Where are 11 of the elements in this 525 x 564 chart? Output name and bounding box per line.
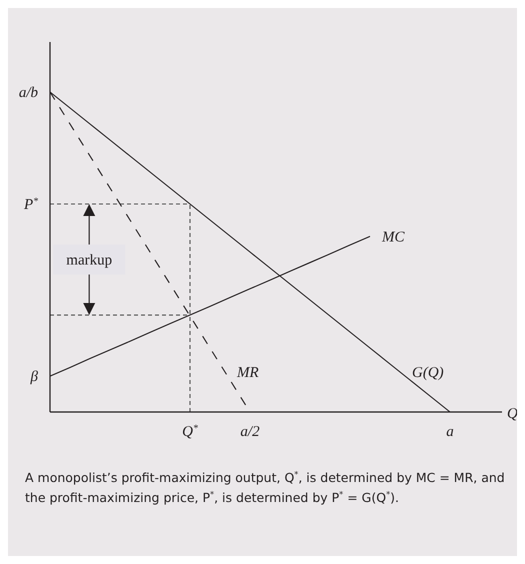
text: a/b	[18, 85, 38, 101]
x-tick-label: Q$^{*}$	[182, 422, 198, 440]
text: A monopolist’s profit-maximizing output, Q$^{*}$, is determined by MC = MR, and the profit-maximizing price, P$^{*}$, is determined by P$^{*}$ = G(Q$^{*}$).	[25, 469, 505, 505]
series-label: MR	[236, 365, 259, 381]
text: β	[30, 369, 39, 386]
series-label: MC	[381, 229, 406, 246]
x-tick-label: a/2	[240, 424, 260, 440]
ref-line-label: P$^{*}$	[22, 196, 38, 213]
x-tick-label: a	[446, 424, 454, 440]
series-label: G(Q)	[412, 365, 444, 381]
annotation: markup	[66, 252, 112, 269]
